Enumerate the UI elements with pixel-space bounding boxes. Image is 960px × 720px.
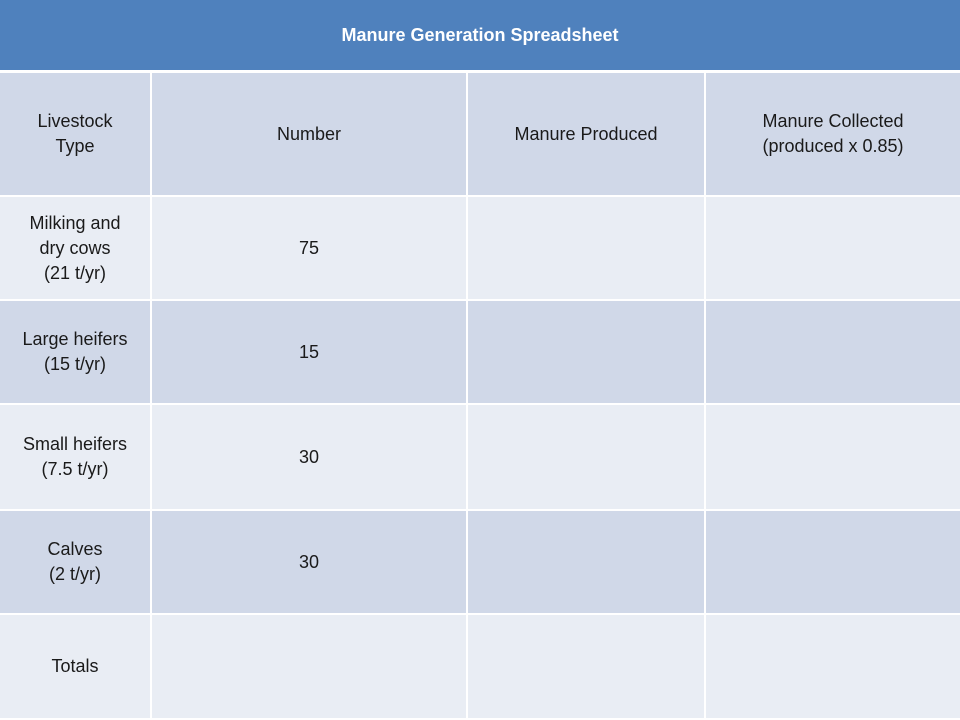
number-cell[interactable]: 15 — [152, 301, 468, 405]
livestock-label-cell: Small heifers (7.5 t/yr) — [0, 405, 152, 511]
header-manure-collected-line: Manure Collected — [762, 111, 904, 131]
livestock-label-line: (7.5 t/yr) — [41, 459, 109, 479]
header-livestock-type-line: Livestock — [37, 111, 113, 131]
totals-number-cell[interactable] — [152, 615, 468, 720]
livestock-label-line: (2 t/yr) — [49, 564, 101, 584]
manure-collected-cell[interactable] — [706, 301, 960, 405]
table-row: Calves (2 t/yr) 30 — [0, 511, 960, 615]
livestock-label-line: (15 t/yr) — [43, 354, 106, 374]
totals-label: Totals — [0, 615, 152, 720]
manure-collected-cell[interactable] — [706, 511, 960, 615]
livestock-label-cell: Calves (2 t/yr) — [0, 511, 152, 615]
totals-row: Totals — [0, 615, 960, 720]
header-manure-produced: Manure Produced — [468, 73, 706, 197]
number-cell[interactable]: 30 — [152, 511, 468, 615]
manure-produced-cell[interactable] — [468, 511, 706, 615]
manure-collected-cell[interactable] — [706, 405, 960, 511]
livestock-label-line: Small heifers — [22, 434, 128, 454]
livestock-label-line: Large heifers — [22, 329, 128, 349]
table-row: Milking and dry cows (21 t/yr) 75 — [0, 197, 960, 301]
livestock-label-line: dry cows — [39, 237, 111, 258]
manure-produced-cell[interactable] — [468, 405, 706, 511]
table-title: Manure Generation Spreadsheet — [0, 0, 960, 73]
livestock-label-line: Calves — [47, 539, 103, 559]
number-cell[interactable]: 30 — [152, 405, 468, 511]
livestock-label-cell: Large heifers (15 t/yr) — [0, 301, 152, 405]
header-manure-collected-line: (produced x 0.85) — [762, 136, 904, 156]
manure-produced-cell[interactable] — [468, 197, 706, 301]
livestock-label-line: Milking and — [29, 212, 121, 233]
number-cell[interactable]: 75 — [152, 197, 468, 301]
manure-collected-cell[interactable] — [706, 197, 960, 301]
header-manure-collected: Manure Collected (produced x 0.85) — [706, 73, 960, 197]
livestock-label-line: (21 t/yr) — [43, 262, 106, 283]
table-row: Large heifers (15 t/yr) 15 — [0, 301, 960, 405]
totals-produced-cell[interactable] — [468, 615, 706, 720]
title-row: Manure Generation Spreadsheet — [0, 0, 960, 73]
livestock-label-cell: Milking and dry cows (21 t/yr) — [0, 197, 152, 301]
header-livestock-type-line: Type — [55, 136, 95, 156]
header-number: Number — [152, 73, 468, 197]
header-row: Livestock Type Number Manure Produced Ma… — [0, 73, 960, 197]
manure-produced-cell[interactable] — [468, 301, 706, 405]
table-row: Small heifers (7.5 t/yr) 30 — [0, 405, 960, 511]
header-livestock-type: Livestock Type — [0, 73, 152, 197]
totals-collected-cell[interactable] — [706, 615, 960, 720]
